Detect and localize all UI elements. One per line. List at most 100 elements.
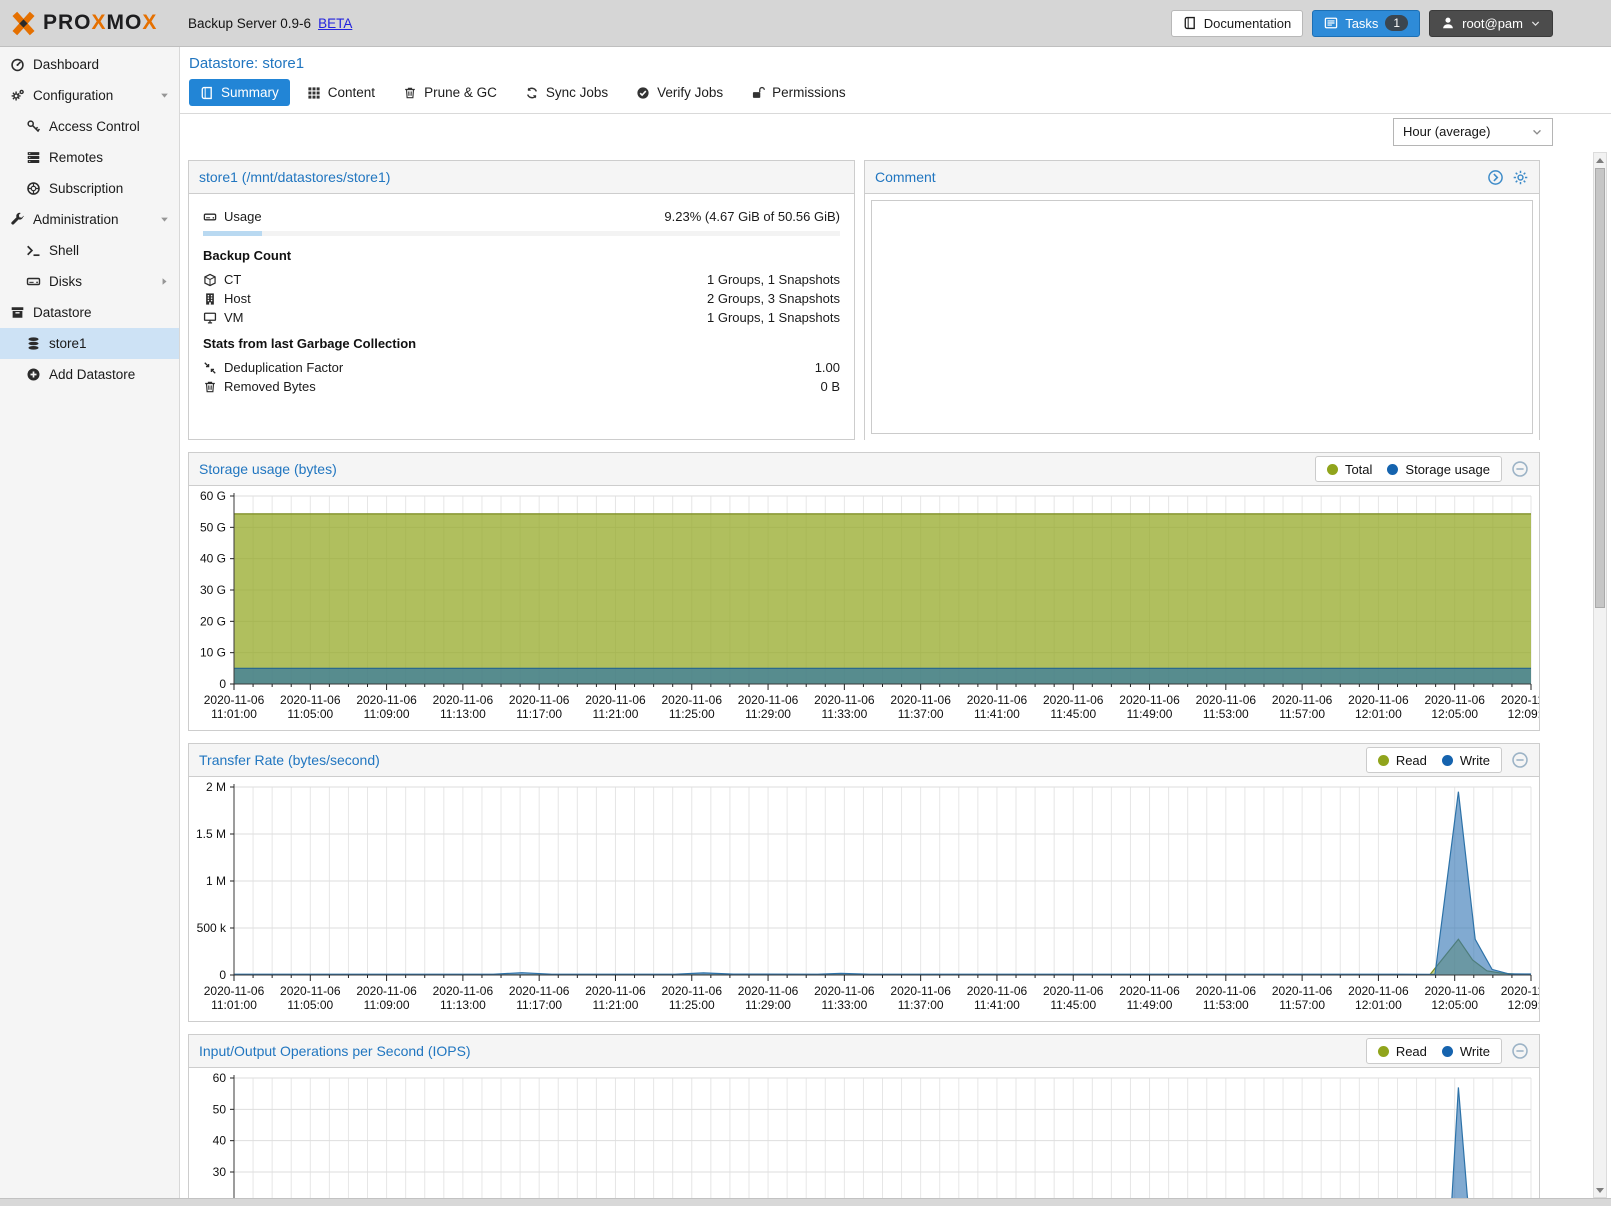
sidebar-item-label: Subscription [49,181,124,196]
chart-panel-transfer-rate: Transfer Rate (bytes/second) Read Write 0 50… [188,743,1540,1022]
legend-item-read[interactable]: Read [1377,1044,1427,1059]
collapse-icon[interactable] [1511,460,1529,478]
horizontal-scrollbar[interactable] [0,1198,1611,1206]
stat-value: 1 Groups, 1 Snapshots [707,310,840,325]
legend-item-total[interactable]: Total [1326,462,1372,477]
svg-text:11:09:00: 11:09:00 [364,998,410,1012]
trash-icon [203,380,217,394]
sidebar-item-label: Add Datastore [49,367,136,382]
tab-permissions[interactable]: Permissions [740,79,857,106]
stat-value: 1.00 [814,360,840,375]
svg-text:11:09:00: 11:09:00 [364,707,410,721]
svg-text:11:57:00: 11:57:00 [1279,707,1325,721]
sidebar-item-label: Shell [49,243,80,258]
legend-label: Read [1395,752,1427,768]
vertical-scrollbar[interactable] [1593,152,1607,1198]
legend-label: Write [1459,1043,1490,1059]
caret-down-icon[interactable] [159,90,170,101]
book-icon [1183,16,1197,30]
sidebar-item-remotes[interactable]: Remotes [0,142,179,173]
panel-header: Transfer Rate (bytes/second) Read Write [189,744,1539,777]
stat-label: Removed Bytes [224,379,316,394]
svg-text:11:37:00: 11:37:00 [898,707,944,721]
legend-item-read[interactable]: Read [1377,752,1427,768]
tasks-button[interactable]: Tasks 1 [1312,9,1421,37]
archive-icon [10,305,25,320]
wrench-icon [10,212,25,227]
gear-icon[interactable] [1512,169,1529,186]
sidebar-item-store1[interactable]: store1 [0,328,179,359]
svg-text:11:33:00: 11:33:00 [821,998,867,1012]
trash-icon [403,86,417,100]
svg-text:2020-11-06: 2020-11-06 [890,984,951,998]
sidebar-item-dashboard[interactable]: Dashboard [0,49,179,80]
documentation-button[interactable]: Documentation [1170,9,1304,37]
user-menu-button[interactable]: root@pam [1429,9,1553,37]
svg-text:2020-11-06: 2020-11-06 [1348,693,1409,707]
scroll-down-arrow[interactable] [1594,1183,1606,1197]
sidebar-item-label: Datastore [33,305,92,320]
tab-bar: Summary Content Prune & GC Sync Jobs Verify … [180,77,1611,114]
svg-text:11:45:00: 11:45:00 [1050,998,1096,1012]
svg-text:2 M: 2 M [206,780,226,794]
svg-text:2020-11-06: 2020-11-06 [1501,984,1539,998]
legend-item-write[interactable]: Write [1441,753,1490,768]
sidebar-item-add-datastore[interactable]: Add Datastore [0,359,179,390]
scrollbar-thumb[interactable] [1595,168,1605,608]
caret-right-icon[interactable] [159,276,170,287]
svg-text:12:09:00: 12:09:00 [1508,707,1539,721]
chevron-circle-right-icon[interactable] [1487,169,1504,186]
sidebar-item-shell[interactable]: Shell [0,235,179,266]
desktop-icon [203,311,217,325]
panel-body: Usage 9.23% (4.67 GiB of 50.56 GiB) Back… [189,194,854,409]
legend-label: Storage usage [1405,461,1490,477]
sidebar-item-subscription[interactable]: Subscription [0,173,179,204]
legend-dot [1441,754,1453,766]
sidebar-item-access-control[interactable]: Access Control [0,111,179,142]
comment-panel-tools [1487,169,1529,186]
sidebar-item-configuration[interactable]: Configuration [0,80,179,111]
stat-row: Host 2 Groups, 3 Snapshots [203,289,840,308]
svg-text:2020-11-06: 2020-11-06 [204,984,265,998]
documentation-label: Documentation [1203,15,1292,31]
legend-item-storage-usage[interactable]: Storage usage [1387,462,1490,477]
time-range-select[interactable]: Hour (average) [1393,117,1553,146]
collapse-icon[interactable] [1511,1042,1529,1060]
svg-text:12:01:00: 12:01:00 [1355,707,1402,721]
stat-row: Removed Bytes 0 B [203,377,840,396]
svg-text:2020-11-06: 2020-11-06 [1196,984,1257,998]
svg-text:2020-11-06: 2020-11-06 [433,693,494,707]
stat-row: VM 1 Groups, 1 Snapshots [203,308,840,327]
key-icon [26,119,41,134]
svg-text:2020-11-06: 2020-11-06 [1043,693,1104,707]
svg-text:40 G: 40 G [200,552,226,566]
sidebar-item-datastore[interactable]: Datastore [0,297,179,328]
tab-sync-jobs[interactable]: Sync Jobs [514,79,619,106]
top-bar: PROXMOX Backup Server 0.9-6 BETA Documen… [0,0,1611,47]
tab-label: Prune & GC [424,85,497,100]
svg-text:11:41:00: 11:41:00 [974,707,1020,721]
stat-row: Deduplication Factor 1.00 [203,358,840,377]
collapse-icon[interactable] [1511,751,1529,769]
proxmox-x-icon [10,10,37,37]
tab-summary[interactable]: Summary [189,79,290,106]
scroll-up-arrow[interactable] [1594,153,1606,167]
main-area: Datastore: store1 Summary Content Prune & … [180,47,1611,1206]
svg-text:2020-11-06: 2020-11-06 [1424,984,1485,998]
svg-text:2020-11-06: 2020-11-06 [1119,693,1180,707]
tab-label: Summary [221,85,279,100]
sidebar-item-administration[interactable]: Administration [0,204,179,235]
tab-content[interactable]: Content [296,79,386,106]
sidebar-item-disks[interactable]: Disks [0,266,179,297]
tab-prune-gc[interactable]: Prune & GC [392,79,508,106]
database-icon [26,336,41,351]
comment-field[interactable] [871,200,1533,434]
hdd-icon [26,274,41,289]
tab-verify-jobs[interactable]: Verify Jobs [625,79,734,106]
usage-progressbar [203,231,840,236]
beta-link[interactable]: BETA [318,15,353,31]
caret-down-icon[interactable] [159,214,170,225]
legend-item-write[interactable]: Write [1441,1043,1490,1059]
sidebar-item-label: Remotes [49,150,104,165]
